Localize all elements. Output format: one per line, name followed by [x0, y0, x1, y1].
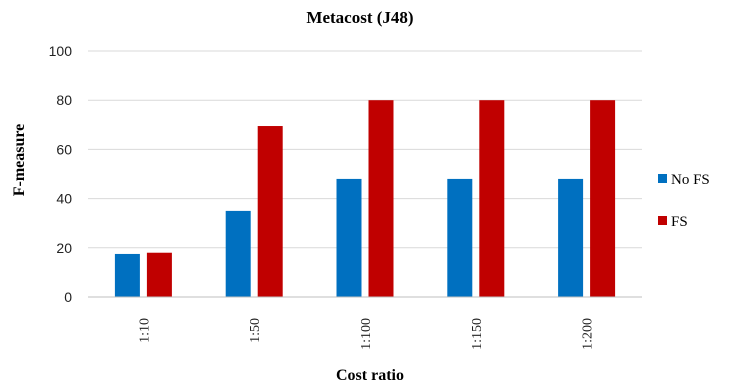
x-tick-label: 1:150	[470, 318, 485, 350]
x-axis-title: Cost ratio	[336, 367, 404, 384]
bar-fs-0	[146, 252, 172, 297]
bar-no-fs-1	[225, 210, 251, 297]
x-tick-label: 1:50	[248, 318, 263, 343]
y-axis-title: F-measure	[11, 124, 28, 197]
bars	[114, 100, 616, 297]
x-tick-label: 1:10	[137, 318, 152, 343]
bar-no-fs-3	[447, 178, 473, 297]
bar-fs-4	[590, 100, 616, 297]
x-tick-label: 1:200	[581, 318, 596, 350]
y-tick-label: 20	[56, 240, 72, 256]
bar-no-fs-2	[336, 178, 362, 297]
legend-swatch-fs	[658, 216, 667, 225]
gridlines	[88, 50, 642, 249]
y-tick-label: 80	[56, 92, 72, 108]
legend: No FS FS	[658, 172, 710, 230]
bar-fs-2	[368, 100, 394, 297]
bar-fs-1	[257, 126, 283, 297]
x-axis-ticks: 1:10 1:50 1:100 1:150 1:200	[137, 318, 595, 350]
x-tick-label: 1:100	[359, 318, 374, 350]
y-axis-ticks: 0 20 40 60 80 100	[49, 43, 73, 305]
bar-fs-3	[479, 100, 505, 297]
legend-swatch-no-fs	[658, 174, 667, 183]
legend-label: FS	[671, 214, 688, 230]
bar-no-fs-4	[558, 178, 584, 297]
chart-title: Metacost (J48)	[306, 8, 413, 27]
y-tick-label: 100	[49, 43, 73, 59]
y-tick-label: 0	[64, 289, 72, 305]
y-tick-label: 40	[56, 191, 72, 207]
legend-label: No FS	[671, 172, 710, 188]
y-tick-label: 60	[56, 141, 72, 157]
bar-no-fs-0	[114, 253, 140, 297]
